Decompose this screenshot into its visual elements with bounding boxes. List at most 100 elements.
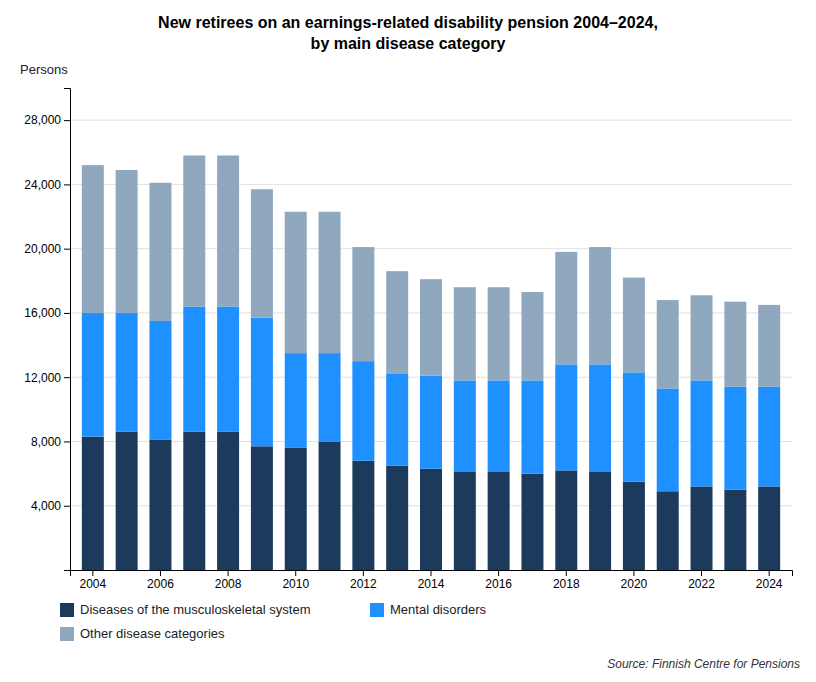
bar [724,490,746,570]
bar [285,212,307,353]
bar [217,155,239,306]
bar [454,287,476,380]
legend-item: Other disease categories [60,626,225,641]
x-tick-label: 2024 [756,577,783,591]
y-tick-label: 24,000 [24,178,61,192]
bar [420,469,442,570]
bar [521,292,543,380]
y-label: Persons [20,62,68,77]
legend-label: Diseases of the musculoskeletal system [80,602,310,617]
legend-swatch [60,603,74,617]
bar [691,486,713,570]
y-tick-mark [64,249,70,250]
x-tick-mark [498,570,499,576]
y-tick-mark [64,184,70,185]
y-tick-mark [64,441,70,442]
x-tick: 2012 [350,570,377,591]
legend-label: Other disease categories [80,626,225,641]
bar [758,387,780,487]
bar [555,364,577,470]
y-tick: 20,000 [24,242,70,256]
bar [82,437,104,570]
x-tick-label: 2020 [621,577,648,591]
bar [183,432,205,570]
bar [521,474,543,570]
bar [149,321,171,440]
annotation: Source: Finnish Centre for Pensions [607,657,800,671]
x-tick: 2014 [418,570,445,591]
bar [657,388,679,491]
x-tick-mark [769,570,770,576]
bars [82,155,780,570]
bar [691,295,713,380]
bar [488,287,510,380]
bar [657,300,679,388]
bar [555,252,577,364]
y-tick-label: 8,000 [31,435,61,449]
bar [623,372,645,481]
x-tick-label: 2018 [553,577,580,591]
grid-line [70,184,792,185]
bar [454,380,476,472]
bar [724,302,746,387]
chart: 2004200620082010201220142016201820202022… [0,0,816,682]
y-axis: 4,000 8,000 12,000 16,000 20,000 24,000 28,000 [24,89,70,571]
bar [386,374,408,466]
bar [217,432,239,570]
bar [251,189,273,318]
bar [386,466,408,570]
x-tick-mark [633,570,634,576]
bar [149,183,171,321]
x-tick-mark [295,570,296,576]
x-tick-mark [92,570,93,576]
y-tick: 4,000 [31,499,70,513]
x-tick-label: 2004 [79,577,106,591]
bar [116,313,138,432]
x-tick-mark [160,570,161,576]
bar [319,353,341,441]
bar [724,387,746,490]
legend: Diseases of the musculoskeletal system Me… [60,602,487,641]
bar [488,472,510,570]
y-tick: 8,000 [31,435,70,449]
bar [116,432,138,570]
x-tick-mark [431,570,432,576]
bar [386,271,408,374]
legend-swatch [60,627,74,641]
bar [82,165,104,313]
legend-item: Mental disorders [370,602,487,617]
bar [116,170,138,313]
bar [352,247,374,361]
grid-line [70,120,792,121]
x-tick: 2018 [553,570,580,591]
title: New retirees on an earnings-related disa… [158,14,658,31]
legend-item: Diseases of the musculoskeletal system [60,602,310,617]
bar [555,470,577,570]
y-tick: 24,000 [24,178,70,192]
bar [488,380,510,472]
bar [420,279,442,375]
bar [758,486,780,570]
y-axis-line [64,89,71,571]
x-tick: 2022 [688,570,715,591]
y-tick-label: 12,000 [24,371,61,385]
bar [589,472,611,570]
bar [352,461,374,570]
bar [691,380,713,486]
legend-swatch [370,603,384,617]
y-tick-mark [64,120,70,121]
y-tick-mark [64,377,70,378]
x-tick: 2004 [79,570,106,591]
bar [285,353,307,448]
x-axis-line [71,571,793,577]
bar [420,376,442,469]
x-tick-label: 2014 [418,577,445,591]
bar [589,364,611,472]
y-tick: 28,000 [24,113,70,127]
x-tick: 2008 [215,570,242,591]
y-tick-mark [64,313,70,314]
x-tick-mark [363,570,364,576]
y-tick: 16,000 [24,306,70,320]
legend-label: Mental disorders [390,602,487,617]
y-tick-label: 20,000 [24,242,61,256]
